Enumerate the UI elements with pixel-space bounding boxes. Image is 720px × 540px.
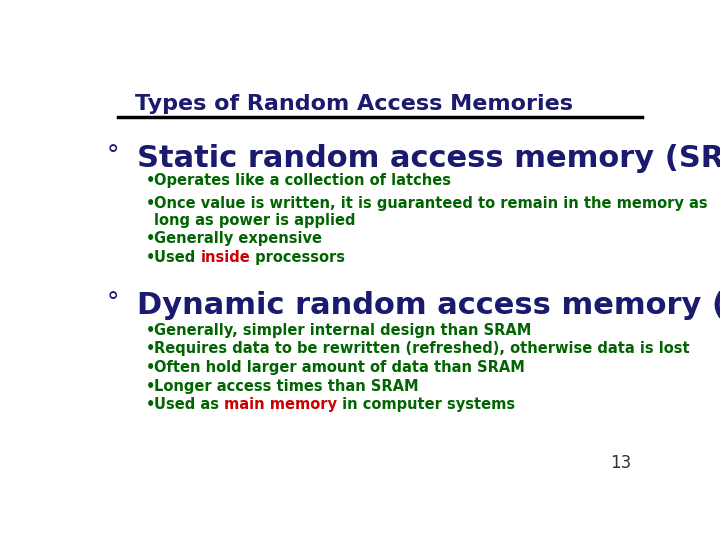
- Text: •: •: [145, 231, 156, 246]
- Text: inside: inside: [201, 250, 251, 265]
- Text: Generally, simpler internal design than SRAM: Generally, simpler internal design than …: [154, 322, 531, 338]
- Text: Often hold larger amount of data than SRAM: Often hold larger amount of data than SR…: [154, 360, 525, 375]
- Text: Requires data to be rewritten (refreshed), otherwise data is lost: Requires data to be rewritten (refreshed…: [154, 341, 690, 356]
- Text: processors: processors: [251, 250, 346, 265]
- Text: •: •: [145, 360, 156, 375]
- Text: Used: Used: [154, 250, 201, 265]
- Text: Dynamic random access memory (DRAM): Dynamic random access memory (DRAM): [138, 292, 720, 320]
- Text: •: •: [145, 250, 156, 265]
- Text: •: •: [145, 341, 156, 356]
- Text: Used as: Used as: [154, 397, 225, 413]
- Text: Longer access times than SRAM: Longer access times than SRAM: [154, 379, 419, 394]
- Text: Generally expensive: Generally expensive: [154, 231, 322, 246]
- Text: •: •: [145, 173, 156, 188]
- Text: •: •: [145, 379, 156, 394]
- Text: in computer systems: in computer systems: [337, 397, 516, 413]
- Text: °: °: [107, 292, 120, 315]
- Text: °: °: [107, 144, 120, 168]
- Text: •: •: [145, 322, 156, 338]
- Text: •: •: [145, 196, 156, 211]
- Text: •: •: [145, 397, 156, 413]
- Text: Types of Random Access Memories: Types of Random Access Memories: [135, 94, 572, 114]
- Text: main memory: main memory: [225, 397, 337, 413]
- Text: Static random access memory (SRAM): Static random access memory (SRAM): [138, 144, 720, 173]
- Text: Once value is written, it is guaranteed to remain in the memory as
long as power: Once value is written, it is guaranteed …: [154, 196, 708, 228]
- Text: Operates like a collection of latches: Operates like a collection of latches: [154, 173, 451, 188]
- Text: 13: 13: [610, 454, 631, 472]
